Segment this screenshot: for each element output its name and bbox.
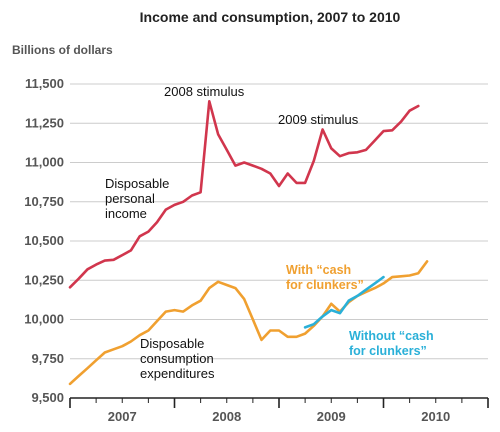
y-axis-label: Billions of dollars xyxy=(12,43,113,57)
annotation-consumption-label: Disposable xyxy=(140,336,204,351)
annotation-income-label: income xyxy=(105,206,147,221)
y-tick-label: 9,750 xyxy=(31,351,64,366)
annotation-with-clunkers: With “cash xyxy=(286,263,351,277)
annotation-without-clunkers: Without “cash xyxy=(349,329,434,343)
chart-title: Income and consumption, 2007 to 2010 xyxy=(140,9,401,25)
y-tick-label: 10,250 xyxy=(24,272,64,287)
x-tick-label: 2008 xyxy=(212,409,241,424)
x-tick-label: 2009 xyxy=(317,409,346,424)
y-tick-label: 11,250 xyxy=(25,115,64,130)
x-axis-ticks: 2007 2008 2009 2010 xyxy=(108,409,450,424)
x-tick-label: 2010 xyxy=(421,409,450,424)
series-line-income xyxy=(68,100,420,289)
annotation-2009-stimulus: 2009 stimulus xyxy=(278,112,359,127)
y-tick-label: 9,500 xyxy=(31,390,64,405)
annotation-with-clunkers: for clunkers” xyxy=(286,278,364,292)
annotation-2008-stimulus: 2008 stimulus xyxy=(164,84,245,99)
y-tick-label: 11,500 xyxy=(25,76,64,91)
annotation-income-label: Disposable xyxy=(105,176,169,191)
x-axis xyxy=(69,397,489,408)
annotation-consumption-label: expenditures xyxy=(140,366,215,381)
y-tick-label: 10,000 xyxy=(24,312,64,327)
y-axis-ticks: 9,500 9,750 10,000 10,250 10,500 10,750 11,000… xyxy=(24,76,64,405)
x-tick-label: 2007 xyxy=(108,409,137,424)
annotation-income-label: personal xyxy=(105,191,155,206)
series-line-consumption xyxy=(68,260,429,386)
series-line-without_clunkers xyxy=(303,275,385,329)
annotation-without-clunkers: for clunkers” xyxy=(349,344,427,358)
annotation-consumption-label: consumption xyxy=(140,351,214,366)
y-tick-label: 10,500 xyxy=(24,233,64,248)
data-series xyxy=(68,100,429,386)
y-tick-label: 10,750 xyxy=(24,194,64,209)
gridlines xyxy=(70,83,488,360)
y-tick-label: 11,000 xyxy=(25,155,64,170)
